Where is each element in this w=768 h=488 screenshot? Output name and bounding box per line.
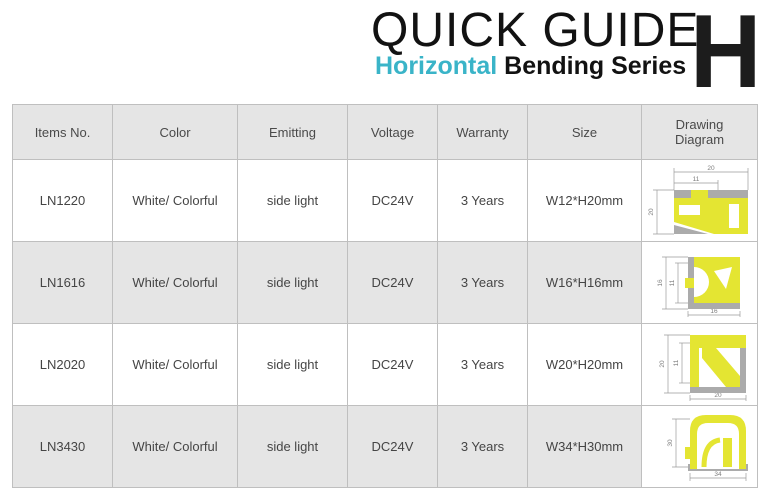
cell-drawing-diagram: 20 11 20 (641, 323, 758, 406)
cell-voltage: DC24V (347, 159, 438, 242)
table-row-ln1220: LN1220 White/ Colorful side light DC24V … (12, 159, 758, 242)
cell-emitting: side light (237, 241, 348, 324)
dim-label-bottom: 34 (714, 471, 722, 478)
dim-label-bottom: 20 (714, 392, 722, 399)
dim-label-inner: 11 (673, 359, 680, 366)
cell-color: White/ Colorful (112, 323, 238, 406)
cell-drawing-diagram: 16 11 16 (641, 241, 758, 324)
profile-shape (673, 189, 748, 234)
cell-item-no: LN1616 (12, 241, 113, 324)
cell-size: W12*H20mm (527, 159, 642, 242)
profile-diagram-w16-h16: 16 11 16 (657, 256, 740, 317)
table-header-row: Items No. Color Emitting Voltage Warrant… (12, 104, 758, 160)
dim-label-inner: 11 (692, 176, 699, 183)
dim-label-side: 20 (659, 360, 666, 368)
cell-warranty: 3 Years (437, 159, 528, 242)
cell-drawing-diagram: 20 11 20 (641, 159, 758, 242)
cell-voltage: DC24V (347, 241, 438, 324)
dim-label-side: 30 (667, 439, 674, 447)
profile-diagram-w12-h20: 20 11 20 (648, 165, 748, 234)
profile-shape (684, 256, 740, 309)
col-header-size: Size (527, 104, 642, 160)
cell-warranty: 3 Years (437, 405, 528, 488)
cell-warranty: 3 Years (437, 323, 528, 406)
subtitle-rest: Bending Series (497, 52, 687, 80)
profile-shape (689, 334, 746, 393)
page-title: QUICK GUIDE (371, 4, 700, 57)
cell-drawing-diagram: 30 34 (641, 405, 758, 488)
dim-label-bottom: 16 (710, 308, 718, 315)
cell-color: White/ Colorful (112, 159, 238, 242)
cell-color: White/ Colorful (112, 241, 238, 324)
cell-voltage: DC24V (347, 323, 438, 406)
cell-size: W20*H20mm (527, 323, 642, 406)
col-header-color: Color (112, 104, 238, 160)
col-header-emitting: Emitting (237, 104, 348, 160)
table-row-ln1616: LN1616 White/ Colorful side light DC24V … (12, 241, 758, 324)
cell-warranty: 3 Years (437, 241, 528, 324)
col-header-voltage: Voltage (347, 104, 438, 160)
profile-diagram-w34-h30: 30 34 (667, 414, 748, 481)
subtitle-highlight: Horizontal (375, 52, 498, 80)
cell-item-no: LN3430 (12, 405, 113, 488)
col-header-items-no: Items No. (12, 104, 113, 160)
series-letter-h: H (690, 0, 762, 110)
table-row-ln3430: LN3430 White/ Colorful side light DC24V … (12, 405, 758, 488)
col-header-warranty: Warranty (437, 104, 528, 160)
cell-item-no: LN1220 (12, 159, 113, 242)
cell-size: W16*H16mm (527, 241, 642, 324)
cell-emitting: side light (237, 159, 348, 242)
cell-voltage: DC24V (347, 405, 438, 488)
dim-label-side: 20 (648, 208, 655, 216)
profile-diagram-w20-h20: 20 11 20 (659, 334, 746, 401)
page-header: QUICK GUIDE Horizontal Bending Series H (0, 0, 768, 110)
col-header-drawing-diagram: Drawing Diagram (641, 104, 758, 160)
dim-label-top: 20 (707, 165, 715, 172)
cell-color: White/ Colorful (112, 405, 238, 488)
spec-table: Items No. Color Emitting Voltage Warrant… (12, 104, 758, 488)
dim-label-inner: 11 (669, 279, 676, 286)
page-subtitle: Horizontal Bending Series (375, 52, 686, 81)
cell-item-no: LN2020 (12, 323, 113, 406)
cell-emitting: side light (237, 323, 348, 406)
profile-shape (684, 414, 748, 471)
cell-size: W34*H30mm (527, 405, 642, 488)
table-row-ln2020: LN2020 White/ Colorful side light DC24V … (12, 323, 758, 406)
cell-emitting: side light (237, 405, 348, 488)
dim-label-side: 16 (657, 279, 664, 287)
